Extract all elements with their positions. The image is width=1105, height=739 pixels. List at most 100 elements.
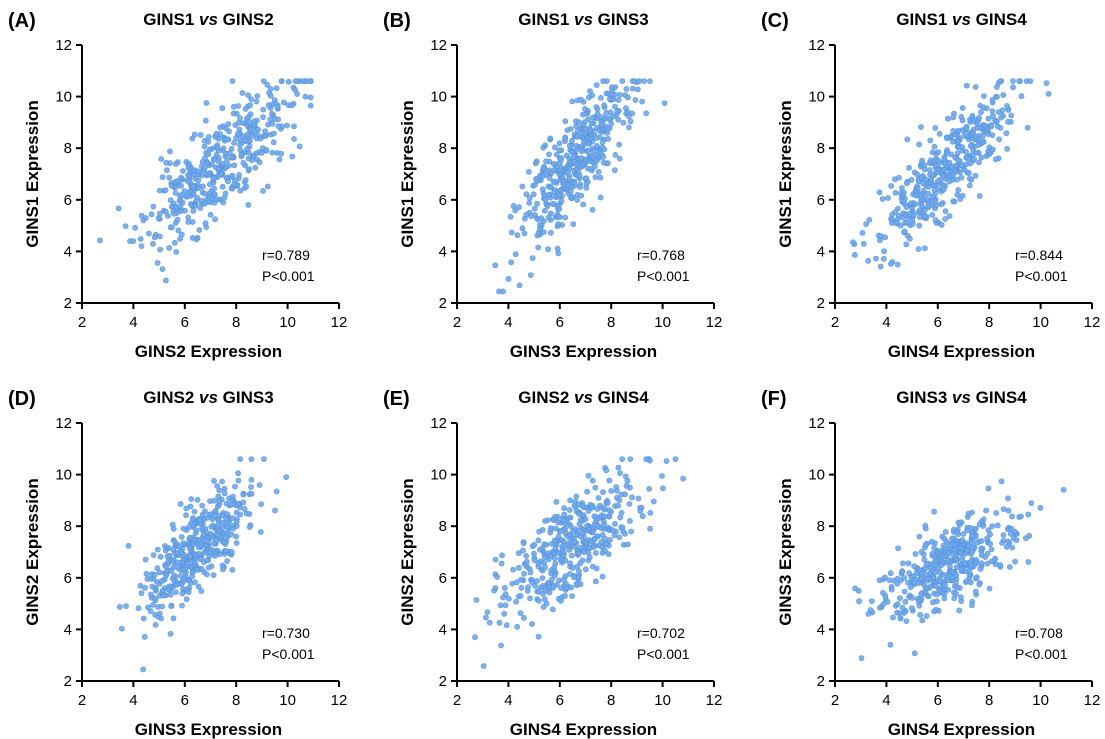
data-point <box>553 498 560 505</box>
data-point <box>980 523 986 529</box>
data-point <box>586 94 592 101</box>
x-axis-label: GINS2 Expression <box>135 342 282 361</box>
p-value-label: P<0.001 <box>262 646 315 662</box>
data-point <box>894 580 901 587</box>
data-point <box>503 622 510 629</box>
data-point <box>904 219 910 226</box>
data-point <box>239 90 246 96</box>
data-point <box>224 511 230 517</box>
panel-letter: (E) <box>383 388 410 410</box>
data-point <box>997 125 1004 131</box>
data-point <box>223 136 230 143</box>
data-point <box>555 519 562 526</box>
data-point <box>307 78 314 84</box>
data-point <box>917 193 924 199</box>
data-point <box>142 556 149 563</box>
data-point <box>237 147 244 153</box>
data-point <box>150 240 156 247</box>
data-point <box>497 602 504 609</box>
data-point <box>178 581 185 588</box>
data-point <box>157 246 163 253</box>
data-point <box>566 176 573 182</box>
data-point <box>229 172 236 179</box>
data-point <box>600 489 606 496</box>
data-point <box>953 590 959 597</box>
data-point <box>556 147 563 154</box>
data-point <box>562 214 569 221</box>
data-point <box>916 141 922 148</box>
y-tick-label: 10 <box>808 467 825 484</box>
data-point <box>162 208 169 215</box>
data-point <box>1011 528 1018 535</box>
data-point <box>617 514 623 521</box>
data-point <box>1004 103 1010 109</box>
data-point <box>260 114 266 120</box>
data-point <box>240 159 247 166</box>
y-tick-label: 6 <box>439 192 447 209</box>
data-point <box>178 231 185 238</box>
y-tick-label: 12 <box>808 37 825 54</box>
data-point <box>524 558 530 565</box>
data-point <box>225 178 231 185</box>
data-point <box>535 560 542 567</box>
y-tick-label: 12 <box>430 415 447 432</box>
data-point <box>955 519 962 526</box>
data-point <box>660 485 666 492</box>
y-tick-label: 4 <box>64 243 72 260</box>
y-tick-label: 10 <box>430 89 447 106</box>
data-point <box>988 149 994 156</box>
data-point <box>593 518 600 525</box>
y-tick-label: 4 <box>64 621 72 638</box>
data-point <box>923 613 930 619</box>
data-point <box>961 132 967 139</box>
data-point <box>969 112 976 119</box>
data-point <box>548 184 554 191</box>
data-point <box>1010 84 1016 91</box>
data-point <box>516 564 522 571</box>
x-tick-label: 2 <box>78 314 86 331</box>
data-point <box>157 553 164 560</box>
data-point <box>921 166 928 173</box>
data-point <box>492 556 499 563</box>
data-point <box>942 529 949 535</box>
data-point <box>189 135 196 142</box>
data-point <box>959 566 966 572</box>
data-point <box>171 210 177 217</box>
data-point <box>615 464 622 471</box>
data-point <box>568 195 574 201</box>
data-point <box>950 114 957 121</box>
data-point <box>938 201 945 207</box>
data-point <box>639 513 646 520</box>
data-point <box>997 562 1003 568</box>
data-point <box>307 102 314 109</box>
data-point <box>185 524 192 530</box>
data-point <box>613 484 620 490</box>
data-point <box>558 187 564 194</box>
data-point <box>172 160 179 167</box>
data-point <box>536 597 542 604</box>
data-point <box>946 213 953 219</box>
data-point <box>246 524 253 530</box>
data-point <box>231 181 238 188</box>
data-point <box>580 122 587 129</box>
data-point <box>203 100 210 106</box>
data-point <box>905 560 912 567</box>
data-point <box>606 477 613 484</box>
data-point <box>188 564 195 571</box>
data-point <box>931 187 938 193</box>
data-point <box>604 500 611 506</box>
data-point <box>197 541 204 548</box>
data-point <box>1025 511 1032 518</box>
data-point <box>206 181 213 188</box>
data-point <box>118 625 125 632</box>
data-point <box>985 115 992 122</box>
panel-title: GINS1 vs GINS2 <box>143 10 273 29</box>
data-point <box>906 210 913 217</box>
data-point <box>550 583 557 590</box>
data-point <box>1009 544 1015 551</box>
data-point <box>190 207 197 214</box>
data-point <box>580 111 586 118</box>
data-point <box>232 483 238 490</box>
data-point <box>245 201 252 208</box>
data-point <box>920 180 926 187</box>
